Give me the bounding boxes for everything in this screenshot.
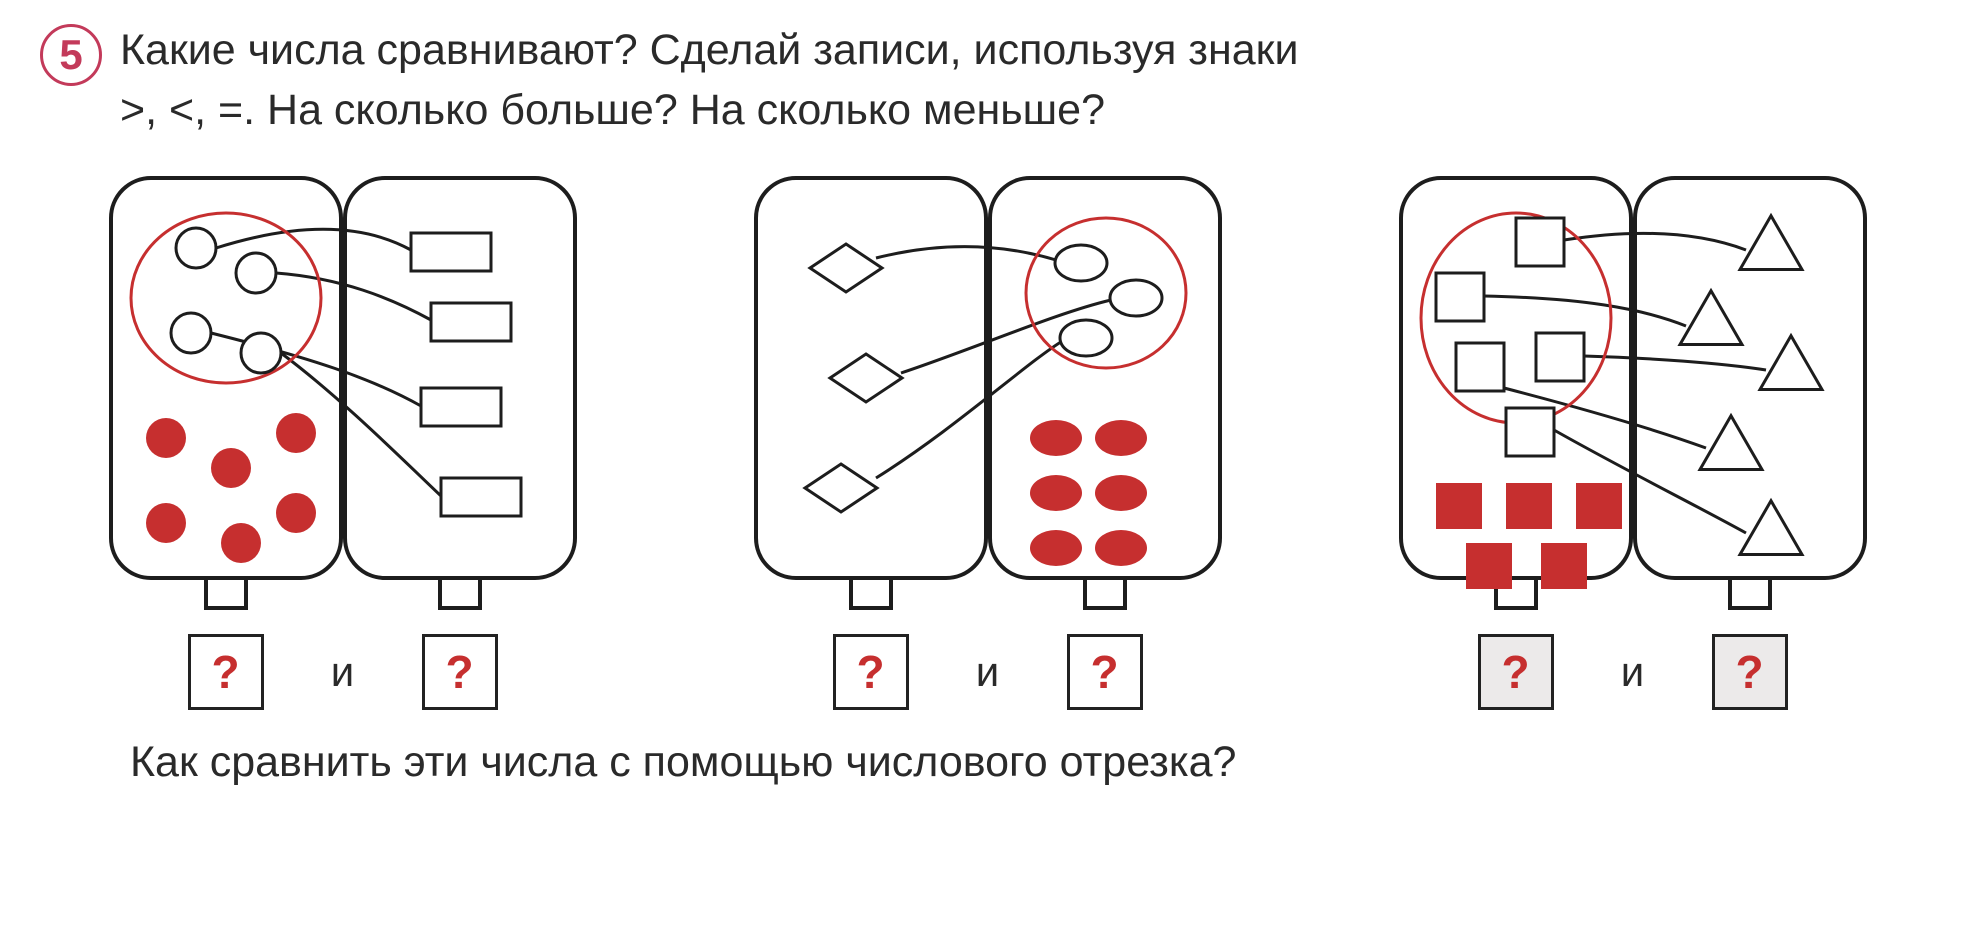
- white-square: [1436, 273, 1484, 321]
- right-card: [1635, 178, 1865, 578]
- triangle: [1760, 336, 1822, 390]
- tab-stub: [206, 578, 246, 608]
- red-ellipse: [1030, 530, 1082, 566]
- question-text: Какие числа сравнивают? Сделай записи, и…: [120, 20, 1299, 140]
- and-label: и: [1621, 648, 1644, 696]
- white-square: [1506, 408, 1554, 456]
- comparison-pair: ? и?: [101, 168, 585, 710]
- white-circle: [171, 313, 211, 353]
- exercise-number: 5: [59, 31, 82, 79]
- connector-line: [216, 230, 411, 251]
- pair-diagram: [101, 168, 585, 638]
- connector-line: [876, 340, 1064, 478]
- connector-line: [1584, 356, 1766, 370]
- tab-stub: [440, 578, 480, 608]
- question-line-2: >, <, =. На сколько больше? На сколько м…: [120, 86, 1105, 134]
- red-circle: [146, 418, 186, 458]
- triangle: [1700, 416, 1762, 470]
- red-ellipse: [1095, 420, 1147, 456]
- white-circle: [176, 228, 216, 268]
- and-label: и: [976, 648, 999, 696]
- white-ellipse: [1110, 280, 1162, 316]
- diamond: [810, 244, 882, 292]
- and-label: и: [331, 648, 354, 696]
- red-ellipse: [1095, 530, 1147, 566]
- red-square: [1541, 543, 1587, 589]
- white-square: [1536, 333, 1584, 381]
- connector-line: [276, 273, 431, 320]
- tab-stub: [1085, 578, 1125, 608]
- pair-diagram: [746, 168, 1230, 638]
- tab-stub: [851, 578, 891, 608]
- caption-row: ? и?: [1391, 634, 1875, 710]
- caption-row: ? и?: [746, 634, 1230, 710]
- question-header: 5 Какие числа сравнивают? Сделай записи,…: [40, 20, 1935, 140]
- white-circle: [236, 253, 276, 293]
- question-box: ?: [188, 634, 264, 710]
- question-box: ?: [1712, 634, 1788, 710]
- question-line-1: Какие числа сравнивают? Сделай записи, и…: [120, 26, 1299, 74]
- pair-diagram: [1391, 168, 1875, 638]
- comparison-pair: ? и?: [1391, 168, 1875, 710]
- question-box: ?: [422, 634, 498, 710]
- tab-stub: [1730, 578, 1770, 608]
- question-box: ?: [1067, 634, 1143, 710]
- red-circle: [146, 503, 186, 543]
- white-circle: [241, 333, 281, 373]
- red-square: [1436, 483, 1482, 529]
- red-ellipse: [1030, 475, 1082, 511]
- red-ellipse: [1095, 475, 1147, 511]
- connector-line: [1564, 234, 1746, 251]
- white-ellipse: [1055, 245, 1107, 281]
- exercise-badge: 5: [40, 24, 102, 86]
- diamond: [830, 354, 902, 402]
- right-card: [990, 178, 1220, 578]
- red-ring: [131, 213, 321, 383]
- red-square: [1466, 543, 1512, 589]
- triangle: [1740, 501, 1802, 555]
- red-circle: [276, 493, 316, 533]
- white-ellipse: [1060, 320, 1112, 356]
- red-circle: [211, 448, 251, 488]
- footer-question: Как сравнить эти числа с помощью числово…: [130, 738, 1935, 787]
- white-square: [1456, 343, 1504, 391]
- diamond: [805, 464, 877, 512]
- rectangle: [411, 233, 491, 271]
- white-square: [1516, 218, 1564, 266]
- rectangle: [441, 478, 521, 516]
- red-circle: [276, 413, 316, 453]
- red-circle: [221, 523, 261, 563]
- caption-row: ? и?: [101, 634, 585, 710]
- cards-row: ? и?? и?? и?: [40, 168, 1935, 710]
- red-square: [1506, 483, 1552, 529]
- triangle: [1680, 291, 1742, 345]
- question-box: ?: [833, 634, 909, 710]
- connector-line: [876, 247, 1056, 260]
- connector-line: [1484, 296, 1686, 326]
- triangle: [1740, 216, 1802, 270]
- rectangle: [431, 303, 511, 341]
- question-box: ?: [1478, 634, 1554, 710]
- rectangle: [421, 388, 501, 426]
- red-square: [1576, 483, 1622, 529]
- red-ellipse: [1030, 420, 1082, 456]
- comparison-pair: ? и?: [746, 168, 1230, 710]
